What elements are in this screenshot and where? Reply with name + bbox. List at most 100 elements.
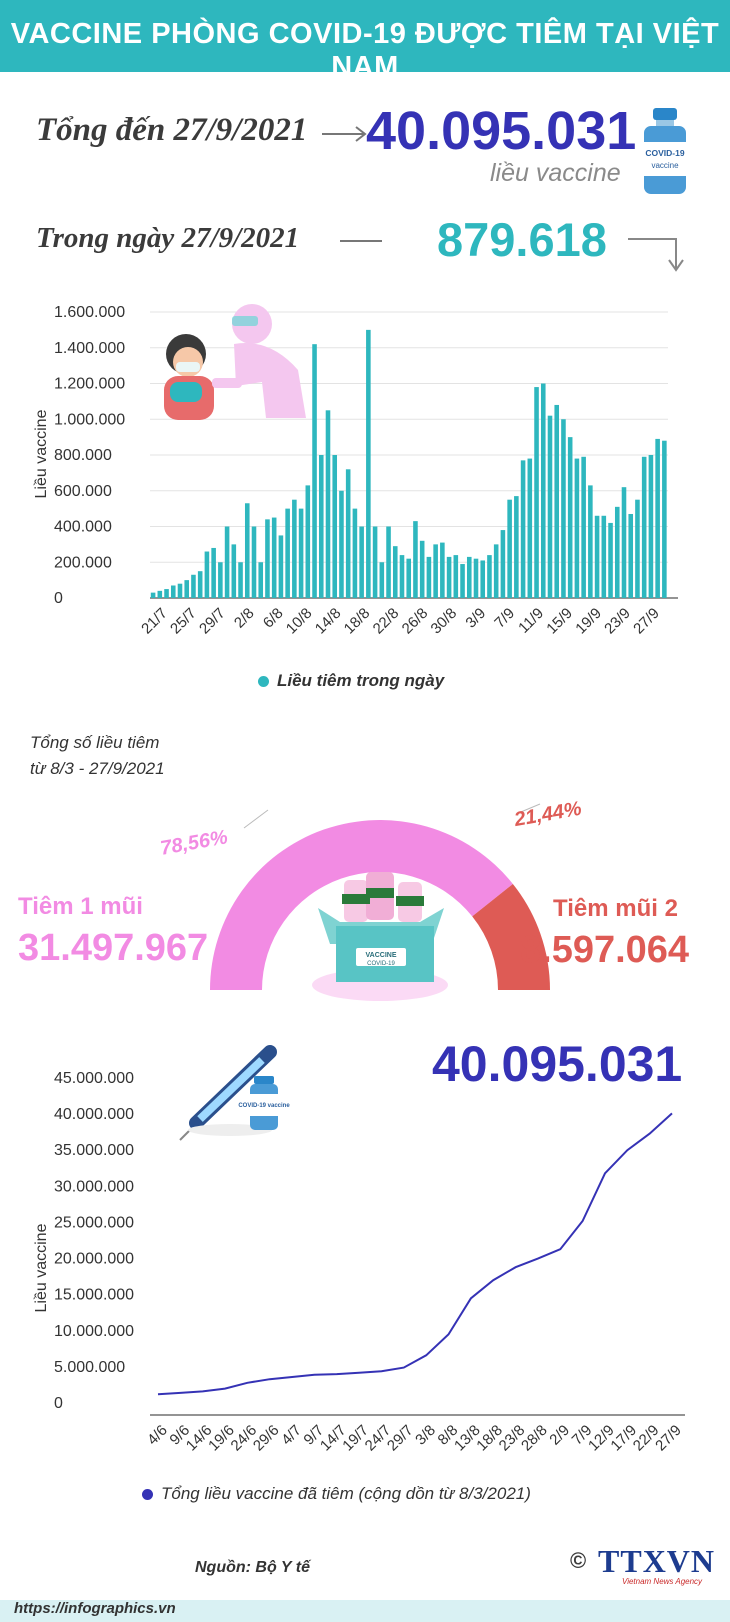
line-y-tick: 45.000.000	[54, 1070, 134, 1087]
daily-bar	[635, 499, 640, 598]
daily-bar	[278, 535, 284, 598]
bar-x-tick: 19/9	[572, 605, 605, 638]
line-x-tick: 29/6	[250, 1422, 283, 1455]
daily-bar	[554, 404, 560, 598]
svg-text:vaccine: vaccine	[651, 161, 679, 170]
daily-bar	[601, 515, 607, 598]
daily-bar	[507, 499, 512, 598]
daily-bar	[540, 383, 546, 598]
daily-bar	[372, 526, 378, 598]
bar-x-tick: 14/8	[312, 605, 345, 638]
line-y-tick: 20.000.000	[54, 1251, 134, 1268]
website-link[interactable]: https://infographics.vn	[14, 1600, 176, 1617]
daily-bar	[520, 460, 526, 598]
daily-bar	[231, 544, 237, 598]
cumulative-doses-line-chart: Liều vaccine 45.000.000 40.000.000 35.000.…	[33, 1045, 685, 1455]
daily-bar	[534, 387, 539, 598]
bar-x-tick: 23/9	[601, 605, 634, 638]
bar-chart-ylabel: Liều vaccine	[33, 409, 50, 498]
daily-bar	[453, 555, 459, 598]
copyright-icon: ©	[570, 1548, 587, 1573]
pie-caption-line1: Tổng số liều tiêm	[30, 733, 160, 752]
daily-bar	[184, 580, 190, 598]
dose2-value: 8.597.064	[520, 929, 690, 971]
line-x-tick: 28/8	[518, 1422, 551, 1455]
line-legend-label: Tổng liều vaccine đã tiêm (cộng dồn từ 8…	[161, 1484, 531, 1503]
header-bar: VACCINE PHÒNG COVID-19 ĐƯỢC TIÊM TẠI VIỆ…	[0, 0, 730, 83]
bar-legend-dot	[258, 676, 269, 688]
daily-bar	[433, 544, 438, 598]
bar-x-tick: 7/9	[491, 605, 518, 632]
line-y-tick: 10.000.000	[54, 1323, 134, 1340]
daily-bar	[487, 555, 492, 598]
bar-legend-label: Liều tiêm trong ngày	[277, 671, 445, 690]
daily-bar	[527, 458, 533, 598]
daily-bar	[413, 521, 418, 598]
line-legend-dot	[142, 1489, 153, 1501]
bar-y-tick: 400.000	[54, 519, 112, 536]
bar-x-tick: 27/9	[630, 605, 663, 638]
daily-bar	[211, 547, 216, 598]
daily-bar	[258, 562, 264, 598]
daily-bar	[648, 455, 654, 598]
bar-x-tick: 11/9	[515, 605, 547, 637]
brand-subtitle: Vietnam News Agency	[622, 1577, 703, 1586]
daily-bar	[641, 456, 647, 598]
bar-y-tick: 1.400.000	[54, 340, 125, 357]
cumulative-series-line	[157, 1112, 673, 1396]
daily-bar	[399, 555, 405, 598]
daily-bar	[359, 526, 364, 598]
daily-bar	[204, 551, 210, 598]
daily-bar	[244, 503, 250, 598]
daily-bar	[466, 556, 472, 598]
bar-x-tick: 10/8	[283, 605, 316, 638]
daily-bar	[493, 544, 499, 598]
line-y-tick: 25.000.000	[54, 1214, 134, 1231]
line-legend: Tổng liều vaccine đã tiêm (cộng dồn từ 8…	[142, 1484, 531, 1504]
daily-bar	[561, 419, 566, 598]
daily-bar	[312, 344, 317, 598]
vial-small-icon: COVID-19 vaccine	[238, 1076, 290, 1130]
bar-legend: Liều tiêm trong ngày	[258, 671, 444, 691]
dose2-pct: 21,44%	[512, 798, 584, 832]
vial-small-label: COVID-19 vaccine	[238, 1103, 290, 1109]
vaccine-box-illustration: VACCINE COVID-19	[318, 872, 444, 982]
daily-bar	[379, 562, 385, 598]
line-y-tick: 35.000.000	[54, 1142, 134, 1159]
daily-bar	[177, 583, 183, 598]
bar-y-tick: 800.000	[54, 447, 112, 464]
vaccine-vial-icon: COVID-19 vaccine	[644, 108, 686, 194]
daily-bar	[581, 456, 586, 598]
dose-share-gauge: 78,56% 21,44% VACCINE COVID-19	[159, 798, 584, 1001]
daily-bar	[608, 522, 613, 598]
total-value: 40.095.031	[366, 101, 637, 161]
daily-bar	[157, 590, 163, 598]
page-title: VACCINE PHÒNG COVID-19 ĐƯỢC TIÊM TẠI VIỆ…	[10, 18, 720, 83]
line-x-tick: 27/9	[652, 1422, 685, 1455]
dose1-label: Tiêm 1 mũi	[18, 893, 143, 920]
line-chart-ylabel: Liều vaccine	[33, 1223, 50, 1312]
daily-bar	[621, 487, 627, 598]
daily-bar	[440, 542, 445, 598]
daily-bar	[292, 499, 297, 598]
bar-x-tick: 15/9	[543, 605, 576, 638]
bar-y-tick: 1.600.000	[54, 304, 125, 321]
arrow-down-icon	[628, 238, 684, 272]
bar-x-tick: 2/8	[231, 605, 258, 632]
daily-bar	[446, 556, 452, 598]
daily-bar	[547, 415, 553, 598]
syringe-illustration	[179, 1045, 277, 1141]
daily-bar	[594, 515, 600, 598]
day-value: 879.618	[437, 213, 607, 266]
daily-bar	[628, 513, 634, 598]
bar-x-tick: 26/8	[399, 605, 432, 638]
box-label-top: VACCINE	[366, 952, 397, 959]
daily-bar	[170, 585, 176, 598]
line-y-tick: 5.000.000	[54, 1359, 125, 1376]
daily-bar	[460, 564, 465, 598]
daily-bar	[150, 592, 156, 598]
gauge-dose2-segment	[472, 883, 550, 990]
box-label-bottom: COVID-19	[367, 961, 395, 967]
daily-bar	[567, 437, 573, 598]
bar-y-tick: 1.200.000	[54, 376, 125, 393]
